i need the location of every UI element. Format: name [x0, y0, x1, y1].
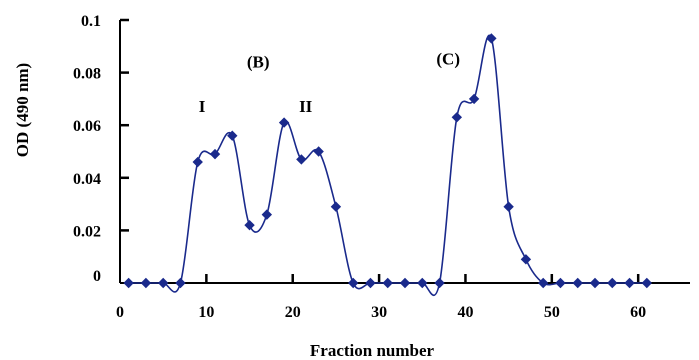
- data-point-marker: [192, 156, 203, 168]
- y-tick-label: 0.04: [73, 171, 101, 188]
- x-axis-label: Fraction number: [310, 341, 435, 360]
- x-tick-label: 30: [371, 304, 387, 321]
- x-tick-label: 0: [116, 304, 124, 321]
- data-point-marker: [330, 201, 342, 212]
- y-tick-label: 0: [93, 268, 101, 285]
- data-point-marker: [572, 277, 583, 289]
- data-point-marker: [589, 277, 601, 289]
- series-group: [123, 33, 653, 296]
- data-point-marker: [227, 130, 238, 141]
- data-point-marker: [624, 277, 635, 289]
- x-tick-label: 60: [630, 304, 646, 321]
- data-point-marker: [641, 277, 653, 289]
- data-point-marker: [347, 277, 359, 289]
- data-point-marker: [468, 93, 480, 105]
- x-tick-label: 50: [544, 304, 560, 321]
- peak-annotation: I: [199, 97, 206, 116]
- data-point-marker: [417, 277, 428, 289]
- data-point-marker: [382, 277, 393, 289]
- data-point-marker: [537, 277, 549, 289]
- x-tick-label: 20: [285, 304, 301, 321]
- y-axis-label: OD (490 nm): [13, 63, 32, 157]
- data-point-marker: [607, 277, 618, 289]
- ticks: 0 10 20 30 40 50 60 0 0.02 0.04 0.06 0.08 0.1: [73, 13, 646, 321]
- data-point-marker: [503, 201, 514, 212]
- series-line: [128, 34, 647, 296]
- y-tick-label: 0.08: [73, 66, 101, 83]
- data-point-marker: [555, 277, 566, 289]
- data-point-marker: [157, 277, 169, 289]
- data-point-marker: [451, 112, 463, 123]
- data-point-marker: [209, 148, 221, 160]
- y-tick-label: 0.1: [81, 13, 101, 30]
- data-point-marker: [520, 254, 532, 265]
- x-tick-label: 10: [198, 304, 214, 321]
- data-point-marker: [140, 277, 152, 289]
- data-point-marker: [123, 277, 134, 289]
- data-point-marker: [313, 146, 324, 157]
- y-tick-label: 0.06: [73, 118, 101, 135]
- annotations: (B)I II(C): [199, 50, 460, 116]
- data-point-marker: [278, 117, 290, 128]
- data-point-marker: [244, 219, 255, 231]
- data-point-marker: [399, 277, 411, 289]
- y-tick-label: 0.02: [73, 223, 101, 240]
- x-tick-label: 40: [457, 304, 473, 321]
- data-point-marker: [486, 33, 497, 44]
- data-point-marker: [296, 154, 307, 165]
- peak-annotation: (C): [436, 50, 460, 69]
- peak-annotation: (B): [247, 52, 270, 71]
- data-point-marker: [365, 277, 376, 289]
- data-point-marker: [434, 277, 445, 289]
- data-point-marker: [175, 277, 186, 289]
- data-point-marker: [261, 209, 273, 220]
- peak-annotation: II: [299, 97, 313, 116]
